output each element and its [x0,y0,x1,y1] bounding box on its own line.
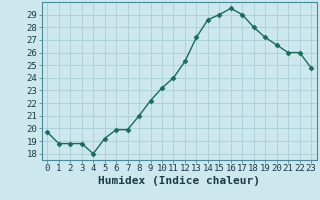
X-axis label: Humidex (Indice chaleur): Humidex (Indice chaleur) [98,176,260,186]
